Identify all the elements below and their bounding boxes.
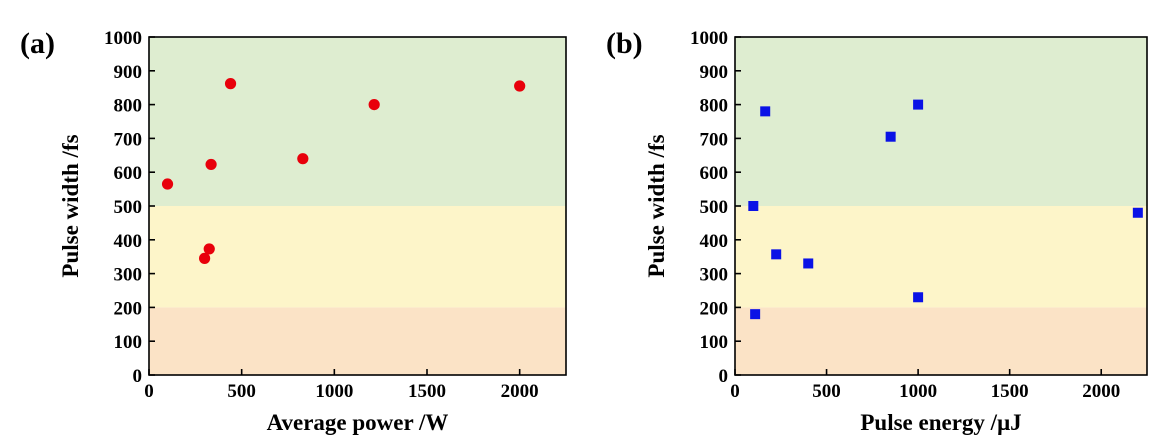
a-data-point <box>368 99 380 111</box>
a-band-2 <box>149 37 566 206</box>
a-x-tick-label: 2000 <box>501 381 539 402</box>
a-panel-label: (a) <box>20 27 55 60</box>
b-band-1 <box>735 206 1147 308</box>
b-y-tick-label: 500 <box>700 197 729 218</box>
a-x-tick-label: 0 <box>144 381 154 402</box>
chart-panel-b: 0 100 200 300 400 500 600 700 800 900 1000 0 500 1000… <box>606 27 1148 435</box>
b-data-point <box>1132 207 1143 218</box>
b-x-axis-title: Pulse energy /μJ <box>860 410 1021 435</box>
chart-panel-a: 0 100 200 300 400 500 600 700 800 900 1000 0 500 1000… <box>20 27 567 435</box>
b-y-tick-label: 100 <box>700 332 729 353</box>
b-data-point <box>803 258 814 269</box>
a-band-0 <box>149 307 566 375</box>
b-y-tick-label: 300 <box>700 265 729 286</box>
b-x-tick-label: 500 <box>812 381 841 402</box>
b-data-point <box>771 249 782 260</box>
b-x-tick-label: 1000 <box>899 381 937 402</box>
b-y-tick-label: 900 <box>700 62 729 83</box>
b-band-0 <box>735 307 1147 375</box>
b-y-tick-label: 0 <box>719 366 729 387</box>
a-data-point <box>203 243 215 255</box>
a-y-tick-label: 100 <box>114 332 143 353</box>
b-data-point <box>913 292 924 303</box>
b-y-axis-title: Pulse width /fs <box>644 134 669 277</box>
a-y-axis-title: Pulse width /fs <box>58 134 83 277</box>
b-x-tick-label: 1500 <box>991 381 1029 402</box>
b-data-point <box>885 131 896 142</box>
b-x-tick-label: 2000 <box>1082 381 1120 402</box>
a-data-point <box>205 158 217 171</box>
a-y-tick-label: 1000 <box>104 28 142 49</box>
b-data-point <box>760 106 771 117</box>
a-y-tick-label: 800 <box>114 96 143 117</box>
b-panel-label: (b) <box>606 27 643 60</box>
a-y-tick-label: 600 <box>114 163 143 184</box>
a-y-tick-label: 200 <box>114 298 143 319</box>
b-y-tick-label: 800 <box>700 96 729 117</box>
a-x-tick-label: 1500 <box>408 381 446 402</box>
b-band-2 <box>735 37 1147 206</box>
a-x-tick-label: 500 <box>227 381 256 402</box>
a-y-tick-label: 700 <box>114 129 143 150</box>
a-y-tick-label: 0 <box>133 366 143 387</box>
b-y-tick-label: 600 <box>700 163 729 184</box>
a-y-tick-label: 300 <box>114 265 143 286</box>
a-data-point <box>224 78 237 90</box>
a-data-point <box>514 80 526 92</box>
a-band-1 <box>149 206 566 308</box>
a-x-tick-label: 1000 <box>315 381 353 402</box>
b-data-point <box>748 201 759 211</box>
b-y-tick-label: 1000 <box>690 28 728 49</box>
b-y-tick-label: 700 <box>700 129 729 150</box>
b-data-point <box>750 309 761 320</box>
a-y-tick-label: 900 <box>114 62 143 83</box>
a-y-tick-label: 500 <box>114 197 143 218</box>
b-y-tick-label: 400 <box>700 231 729 252</box>
b-x-tick-label: 0 <box>730 381 740 402</box>
b-y-tick-label: 200 <box>700 298 729 319</box>
a-data-point <box>161 178 174 190</box>
b-data-point <box>913 99 924 110</box>
a-data-point <box>199 252 211 264</box>
a-data-point <box>297 153 309 165</box>
a-y-tick-label: 400 <box>114 231 143 252</box>
a-x-axis-title: Average power /W <box>267 410 449 435</box>
